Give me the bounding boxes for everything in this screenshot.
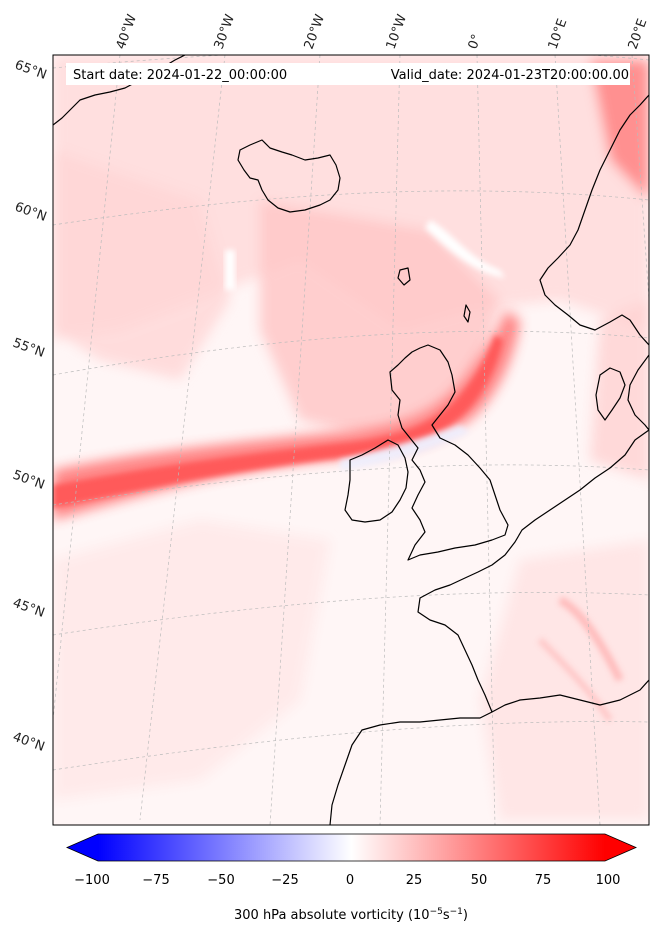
colorbar-label-end: ) [463, 908, 468, 923]
colorbar-tick: −25 [271, 873, 298, 888]
colorbar-label-exp2: −1 [450, 907, 463, 917]
lat-label-65n: 65°N [13, 58, 49, 83]
colorbar-extend-max [605, 834, 636, 861]
denmark-coast [595, 367, 626, 421]
meridian-20e [631, 55, 649, 301]
graticule [53, 55, 649, 825]
info-bar-background [66, 63, 630, 85]
lon-label-40w: 40°W [114, 12, 140, 51]
iberia-mediterranean-coast [491, 679, 649, 713]
lon-label-10w: 10°W [384, 12, 410, 51]
meridian-10w [379, 55, 401, 825]
colorbar-label-mid: s [443, 908, 450, 923]
parallel-55n [53, 330, 649, 376]
lat-label-45n: 45°N [11, 596, 47, 621]
meridian-30w [139, 55, 226, 821]
europe-mainland-coast [329, 429, 649, 825]
sweden-coast [627, 354, 649, 431]
lat-label-55n: 55°N [11, 336, 47, 361]
lon-label-30w: 30°W [212, 12, 238, 51]
lat-label-40n: 40°N [11, 730, 47, 755]
meridian-20w [269, 55, 321, 825]
longitude-labels: 40°W 30°W 20°W 10°W 0° 10°E 20°E [114, 12, 651, 51]
colorbar-tick: 100 [596, 873, 621, 888]
lat-label-50n: 50°N [11, 468, 47, 493]
latitude-labels: 65°N 60°N 55°N 50°N 45°N 40°N [11, 58, 49, 755]
colorbar-outline [65, 833, 638, 862]
colorbar-gradient [98, 834, 605, 861]
lon-label-0: 0° [466, 32, 485, 51]
shetland-islands [463, 304, 471, 323]
colorbar-ticks: −100 −75 −50 −25 0 25 50 75 100 [74, 873, 620, 888]
start-date-label: Start date: 2024-01-22_00:00:00 [73, 68, 287, 83]
colorbar-tick: −50 [207, 873, 234, 888]
colorbar-label-exp1: −5 [430, 907, 443, 917]
lon-label-10e: 10°E [546, 17, 571, 52]
colorbar-label-main: 300 hPa absolute vorticity (10 [234, 908, 430, 923]
colorbar-extend-min [67, 834, 98, 861]
iceland-coast [237, 139, 341, 213]
lon-label-20w: 20°W [302, 12, 328, 51]
colorbar-tick: −75 [142, 873, 169, 888]
norway-coast [539, 94, 649, 346]
colorbar-label: 300 hPa absolute vorticity (10−5s−1) [234, 907, 468, 923]
meridian-10e [554, 55, 601, 825]
colorbar-tick: 50 [471, 873, 488, 888]
meridian-0 [476, 55, 496, 825]
colorbar-tick: 75 [535, 873, 552, 888]
colorbar-tick: 0 [346, 873, 354, 888]
valid-date-label: Valid_date: 2024-01-23T20:00:00.00 [391, 68, 629, 83]
colorbar-tick: −100 [74, 873, 110, 888]
map-frame [52, 54, 650, 826]
lon-label-20e: 20°E [626, 17, 651, 52]
map-panel [53, 55, 649, 825]
colorbar-tick: 25 [406, 873, 423, 888]
vorticity-field [53, 55, 649, 820]
ireland-coast [344, 439, 409, 523]
great-britain-coast [389, 344, 509, 561]
faroe-islands [397, 267, 411, 286]
lat-label-60n: 60°N [13, 200, 49, 225]
colorbar: −100 −75 −50 −25 0 25 50 75 100 300 hPa … [65, 833, 638, 923]
